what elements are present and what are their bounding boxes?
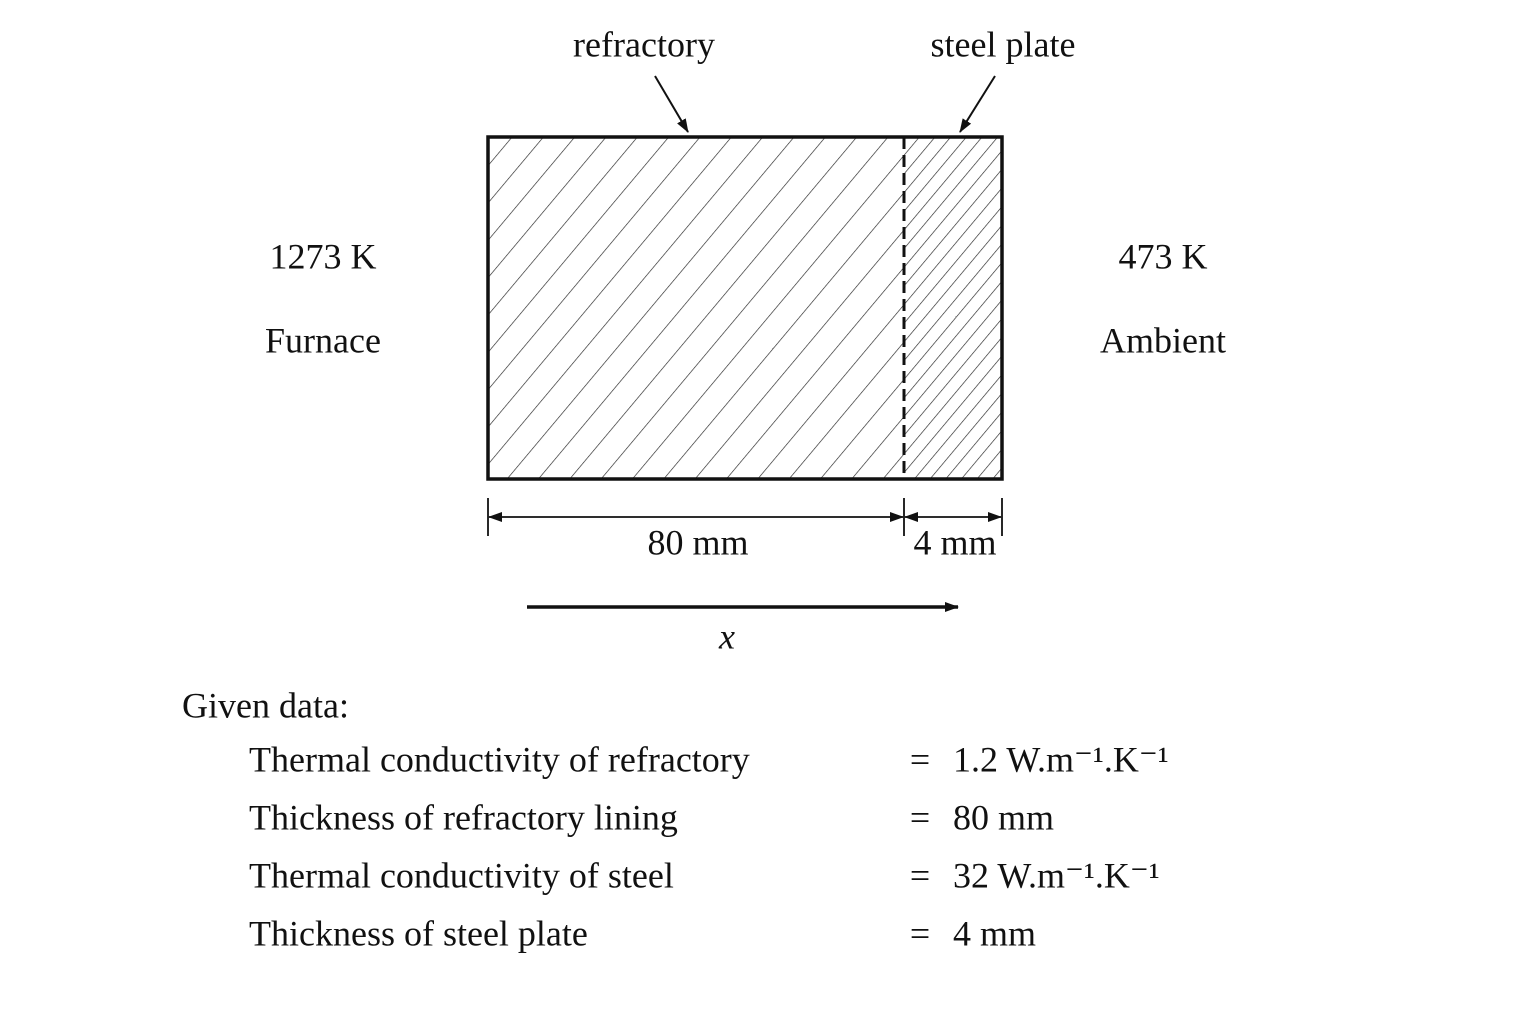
steel-thickness: 4 mm	[913, 522, 996, 562]
row-value: 1.2 W.m⁻¹.K⁻¹	[953, 739, 1169, 779]
row-relation: =	[910, 739, 930, 779]
refractory-layer	[488, 137, 904, 479]
row-value: 32 W.m⁻¹.K⁻¹	[953, 855, 1160, 895]
steel-label: steel plate	[931, 24, 1076, 64]
x-axis-label: x	[718, 616, 735, 656]
row-value: 4 mm	[953, 913, 1036, 953]
ambient-temperature: 473 K	[1119, 236, 1208, 276]
wall-outline	[486, 135, 1004, 481]
furnace-label: Furnace	[265, 320, 381, 360]
row-relation: =	[910, 855, 930, 895]
given-rows: Thermal conductivity of refractory = 1.2 W…	[249, 739, 1169, 953]
steel-layer	[904, 137, 1002, 479]
dimension-lines	[487, 498, 1003, 536]
given-title: Given data:	[182, 685, 349, 725]
row-label: Thermal conductivity of steel	[249, 855, 674, 895]
row-value: 80 mm	[953, 797, 1054, 837]
ambient-label: Ambient	[1100, 320, 1226, 360]
row-label: Thickness of steel plate	[249, 913, 588, 953]
furnace-temperature: 1273 K	[270, 236, 377, 276]
row-relation: =	[910, 913, 930, 953]
pointer-arrow	[654, 75, 689, 133]
row-relation: =	[910, 797, 930, 837]
pointer-arrow	[959, 75, 996, 133]
refractory-label: refractory	[573, 24, 715, 64]
refractory-thickness: 80 mm	[647, 522, 748, 562]
row-label: Thermal conductivity of refractory	[249, 739, 750, 779]
row-label: Thickness of refractory lining	[249, 797, 678, 837]
